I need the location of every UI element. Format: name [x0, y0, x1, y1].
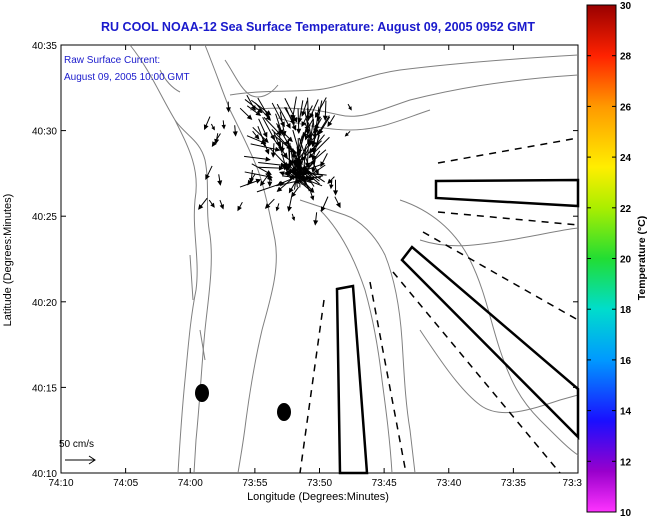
colorbar [587, 5, 616, 512]
colorbar-tick-label: 28 [620, 52, 632, 63]
x-tick-label: 73:40 [436, 478, 461, 489]
colorbar-tick-label: 24 [620, 153, 632, 164]
colorbar-tick-label: 22 [620, 204, 632, 215]
y-tick-label: 40:30 [32, 127, 57, 138]
colorbar-label: Temperature (°C) [636, 216, 648, 301]
y-tick-label: 40:10 [32, 469, 57, 480]
station-dot [277, 403, 291, 421]
y-axis-label: Latitude (Degrees:Minutes) [2, 194, 14, 327]
x-tick-label: 73:50 [307, 478, 332, 489]
colorbar-tick-label: 10 [620, 508, 632, 518]
x-tick-label: 74:00 [178, 478, 203, 489]
colorbar-tick-label: 20 [620, 255, 632, 266]
colorbar-tick-label: 14 [620, 407, 632, 418]
y-tick-label: 40:20 [32, 298, 57, 309]
x-axis-label: Longitude (Degrees:Minutes) [247, 491, 389, 503]
y-tick-label: 40:35 [32, 41, 57, 52]
x-tick-label: 73:35 [501, 478, 526, 489]
scale-label: 50 cm/s [59, 439, 94, 450]
y-tick-label: 40:25 [32, 212, 57, 223]
annotation-line-2: August 09, 2005 10:00 GMT [64, 72, 190, 83]
annotation-line-1: Raw Surface Current: [64, 55, 160, 66]
x-tick-label: 73:3 [563, 478, 583, 489]
colorbar-tick-label: 26 [620, 102, 632, 113]
station-dot [195, 384, 209, 402]
x-tick-label: 73:45 [372, 478, 397, 489]
colorbar-tick-label: 16 [620, 356, 632, 367]
colorbar-tick-label: 30 [620, 1, 632, 12]
colorbar-tick-label: 12 [620, 457, 632, 468]
chart-title: RU COOL NOAA-12 Sea Surface Temperature:… [101, 20, 535, 34]
x-tick-label: 73:55 [242, 478, 267, 489]
y-tick-label: 40:15 [32, 383, 57, 394]
x-tick-label: 74:05 [113, 478, 138, 489]
colorbar-tick-label: 18 [620, 305, 632, 316]
